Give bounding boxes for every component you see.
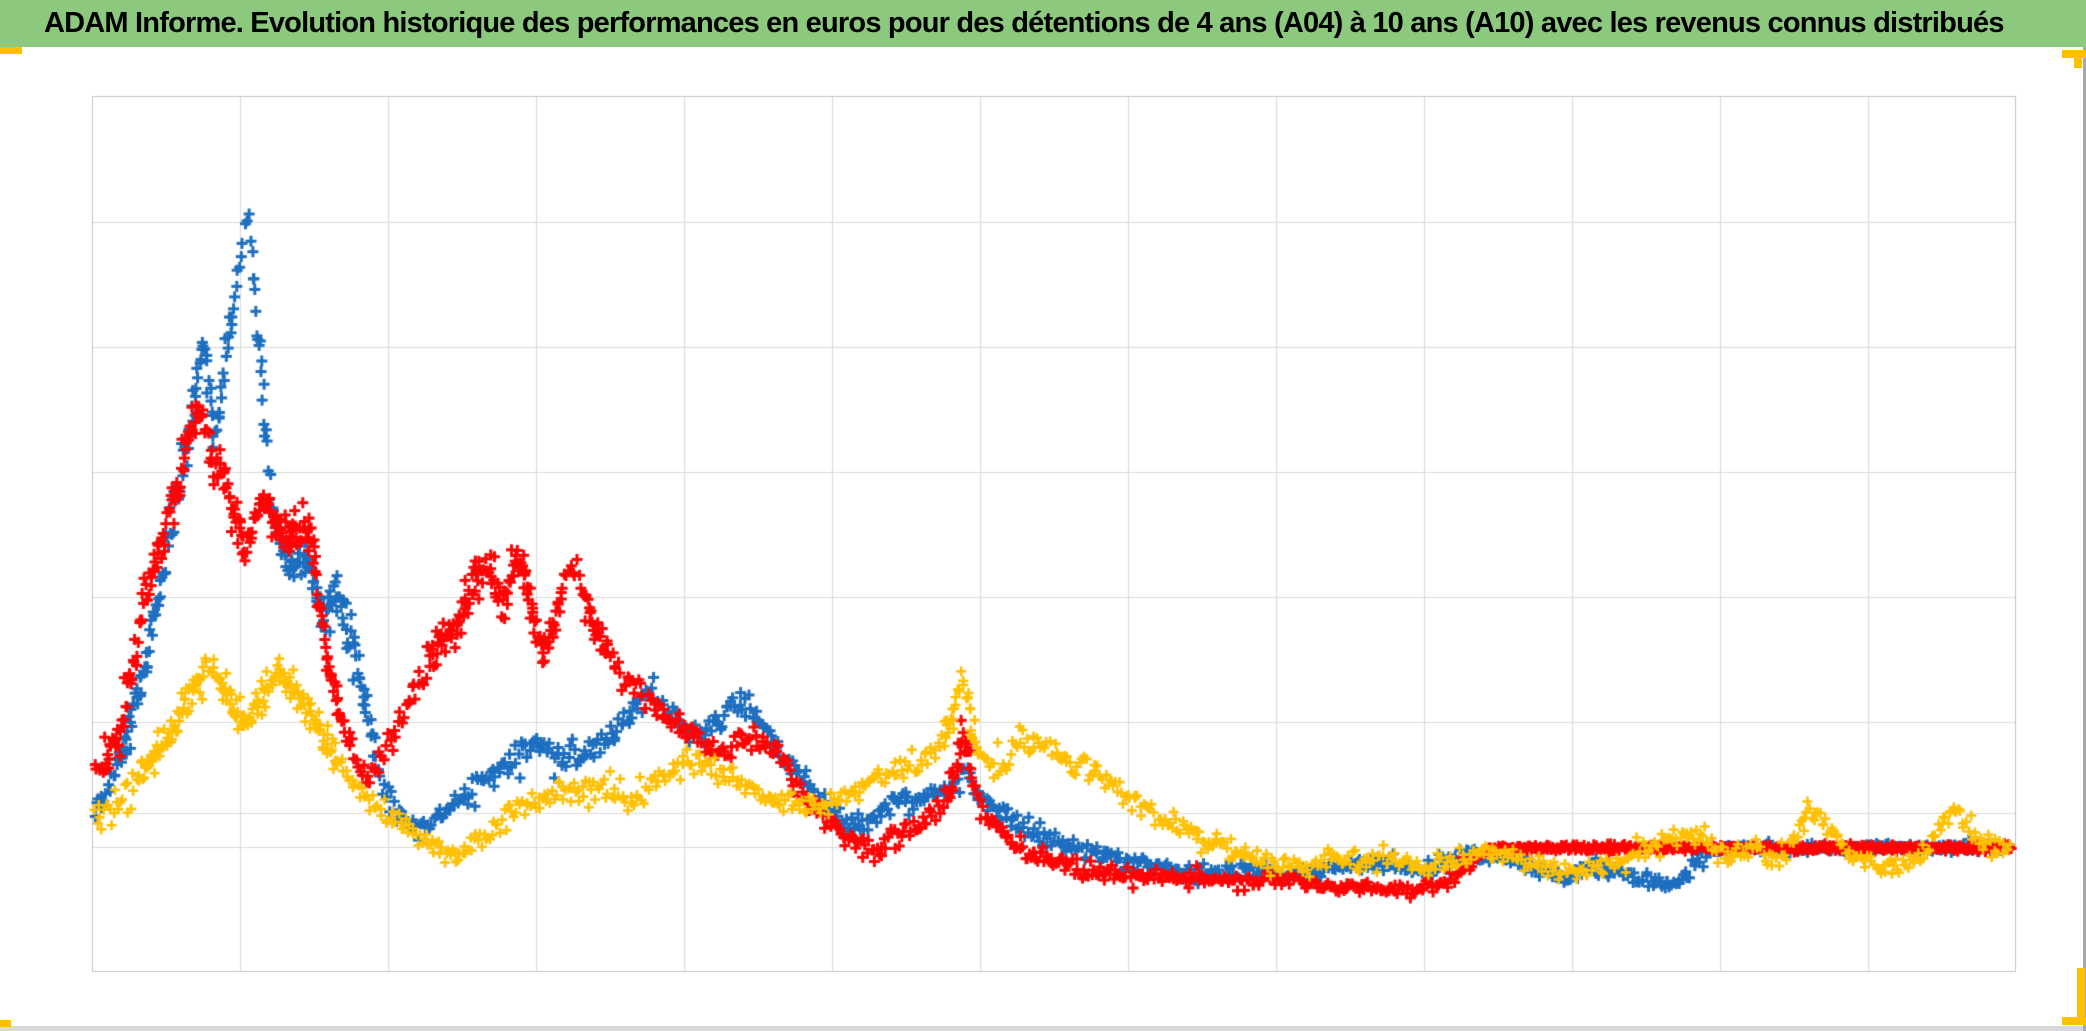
- right-edge-line: [2083, 0, 2086, 1031]
- cell-highlight-top-right-stub: [2074, 50, 2082, 68]
- chart-title: ADAM Informe. Evolution historique des p…: [44, 7, 2004, 39]
- cell-highlight-bottom-right-stub: [2077, 968, 2085, 1025]
- cell-highlight-top-left: [0, 47, 22, 54]
- cell-highlight-bottom-right: [2062, 1017, 2086, 1025]
- chart-title-bar[interactable]: ADAM Informe. Evolution historique des p…: [0, 0, 2086, 47]
- cell-highlight-bottom-left: [0, 1020, 11, 1027]
- bottom-gray-bar: [0, 1026, 2086, 1031]
